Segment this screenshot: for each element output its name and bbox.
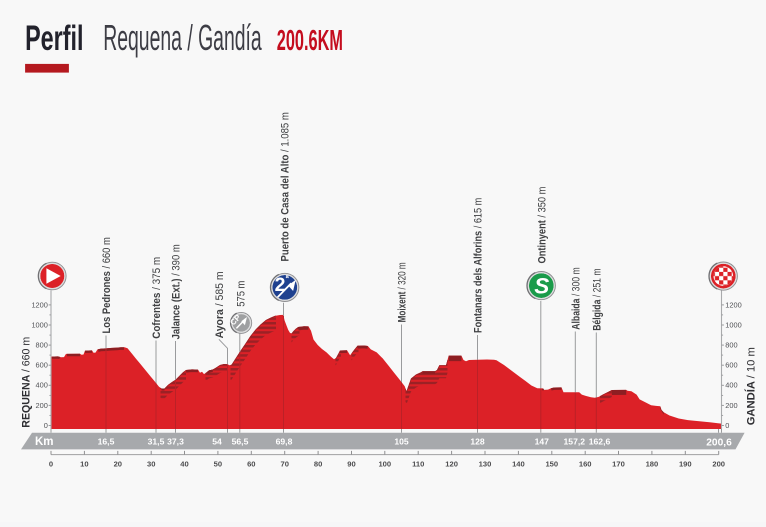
svg-text:Cofrentes / 375 m: Cofrentes / 375 m	[151, 257, 163, 339]
svg-text:REQUENA / 660 m: REQUENA / 660 m	[20, 337, 32, 428]
svg-text:Fontanars dels Alforins / 615: Fontanars dels Alforins / 615 m	[473, 198, 485, 333]
svg-text:60: 60	[247, 460, 255, 469]
svg-text:Requena / Gandía: Requena / Gandía	[103, 19, 262, 59]
svg-text:0: 0	[725, 421, 729, 430]
svg-text:105: 105	[394, 437, 409, 447]
svg-text:50: 50	[214, 460, 222, 469]
svg-text:16,5: 16,5	[98, 437, 115, 447]
svg-text:110: 110	[412, 460, 424, 469]
svg-text:130: 130	[479, 460, 492, 469]
svg-text:400: 400	[725, 381, 737, 390]
svg-text:1200: 1200	[31, 300, 47, 309]
svg-text:120: 120	[445, 460, 458, 469]
svg-text:Bélgida / 251 m: Bélgida / 251 m	[592, 268, 604, 330]
svg-text:170: 170	[612, 460, 625, 469]
svg-text:54: 54	[212, 437, 222, 447]
svg-text:20: 20	[114, 460, 122, 469]
svg-text:160: 160	[579, 460, 592, 469]
svg-text:40: 40	[180, 460, 188, 469]
svg-text:200,6: 200,6	[706, 437, 732, 448]
svg-text:Moixent / 320 m: Moixent / 320 m	[396, 262, 409, 322]
svg-text:128: 128	[470, 437, 485, 447]
svg-text:Perfil: Perfil	[25, 19, 83, 58]
svg-text:180: 180	[646, 460, 659, 469]
svg-text:Ontinyent / 350 m: Ontinyent / 350 m	[537, 187, 549, 264]
svg-text:0: 0	[49, 460, 53, 469]
svg-text:400: 400	[36, 381, 48, 390]
svg-text:800: 800	[725, 341, 737, 350]
svg-text:Km: Km	[35, 436, 54, 448]
svg-text:600: 600	[725, 361, 737, 370]
svg-text:90: 90	[347, 460, 355, 469]
svg-text:190: 190	[679, 460, 692, 469]
svg-text:80: 80	[314, 460, 322, 469]
svg-text:140: 140	[512, 460, 525, 469]
svg-text:200.6KM: 200.6KM	[277, 24, 343, 56]
svg-text:10: 10	[80, 460, 88, 469]
svg-text:1000: 1000	[31, 320, 47, 329]
svg-text:Jalance (Ext.) / 390 m: Jalance (Ext.) / 390 m	[171, 244, 183, 339]
svg-text:157,2: 157,2	[564, 437, 586, 447]
svg-text:600: 600	[36, 361, 48, 370]
svg-text:147: 147	[535, 437, 550, 447]
svg-text:162,6: 162,6	[589, 437, 611, 447]
svg-text:Puerto de Casa del Alto / 1.08: Puerto de Casa del Alto / 1.085 m	[280, 112, 292, 261]
svg-text:31,5: 31,5	[148, 437, 165, 447]
svg-text:70: 70	[280, 460, 288, 469]
svg-text:30: 30	[147, 460, 155, 469]
svg-text:ª: ª	[286, 273, 290, 283]
svg-text:150: 150	[545, 460, 558, 469]
svg-text:800: 800	[36, 341, 48, 350]
svg-text:69,8: 69,8	[276, 437, 293, 447]
svg-text:Los Pedrones / 660 m: Los Pedrones / 660 m	[101, 237, 113, 333]
svg-text:200: 200	[725, 401, 737, 410]
svg-text:1200: 1200	[725, 300, 741, 309]
svg-text:1000: 1000	[725, 320, 741, 329]
svg-text:GANDÍA / 10 m: GANDÍA / 10 m	[745, 347, 758, 425]
svg-text:Albaida / 300 m: Albaida / 300 m	[571, 267, 583, 329]
svg-text:Ayora / 585 m: Ayora / 585 m	[214, 271, 226, 338]
svg-text:56,5: 56,5	[232, 437, 249, 447]
svg-text:200: 200	[36, 401, 48, 410]
svg-text:2: 2	[275, 274, 286, 296]
svg-text:37,3: 37,3	[167, 437, 184, 447]
svg-text:100: 100	[378, 460, 391, 469]
svg-text:200: 200	[712, 460, 725, 469]
svg-text:0: 0	[44, 421, 48, 430]
svg-text:575 m: 575 m	[236, 281, 248, 307]
svg-text:S: S	[534, 274, 549, 299]
